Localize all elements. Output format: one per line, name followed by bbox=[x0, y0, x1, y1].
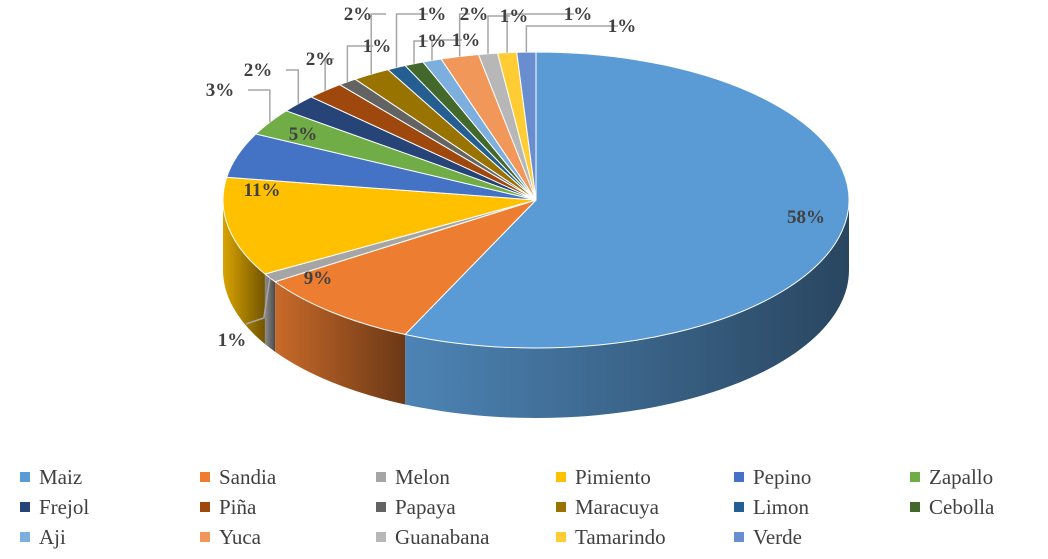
data-label-limon: 1% bbox=[418, 4, 447, 25]
legend-item-frejol: Frejol bbox=[20, 492, 89, 522]
legend-label: Sandia bbox=[219, 464, 277, 489]
leader-line bbox=[525, 25, 618, 53]
legend-label: Pepino bbox=[753, 464, 812, 489]
legend-swatch bbox=[20, 532, 30, 542]
pie-side-sandia bbox=[275, 281, 406, 405]
legend-label: Melon bbox=[395, 464, 450, 489]
legend-label: Papaya bbox=[395, 494, 456, 519]
data-label-melon: 1% bbox=[218, 330, 247, 351]
leader-line bbox=[324, 58, 334, 91]
pie-side-pimiento bbox=[223, 200, 265, 344]
legend-swatch bbox=[734, 502, 744, 512]
legend-label: Pimiento bbox=[575, 464, 651, 489]
legend-item-aji: Aji bbox=[20, 522, 66, 552]
legend-item-verde: Verde bbox=[734, 522, 802, 552]
legend-item-piña: Piña bbox=[200, 492, 256, 522]
leader-line bbox=[346, 45, 373, 82]
pie-slices bbox=[222, 51, 850, 349]
leader-line bbox=[286, 69, 300, 104]
leader-line bbox=[245, 277, 271, 325]
data-label-cebolla: 1% bbox=[418, 31, 447, 52]
legend-label: Aji bbox=[39, 524, 66, 549]
data-label-papaya: 1% bbox=[363, 36, 392, 57]
data-labels: 58%9%1%11%5%3%2%2%1%2% 1%1% 1%2% 1% 1%1% bbox=[206, 4, 825, 351]
legend-item-limon: Limon bbox=[734, 492, 809, 522]
legend-item-papaya: Papaya bbox=[376, 492, 456, 522]
data-label-frejol: 2% bbox=[244, 60, 273, 81]
legend-swatch bbox=[376, 502, 386, 512]
legend-item-guanabana: Guanabana bbox=[376, 522, 489, 552]
leader-line bbox=[487, 15, 510, 54]
legend-swatch bbox=[376, 472, 386, 482]
leader-line bbox=[506, 13, 574, 53]
leader-line bbox=[458, 13, 470, 57]
leader-line bbox=[248, 89, 271, 123]
legend-swatch bbox=[734, 472, 744, 482]
data-label-pimiento: 11% bbox=[244, 180, 281, 201]
legend-item-melon: Melon bbox=[376, 462, 450, 492]
legend-label: Cebolla bbox=[929, 494, 995, 519]
legend-swatch bbox=[200, 532, 210, 542]
legend-label: Yuca bbox=[219, 524, 261, 549]
data-label-maiz: 58% bbox=[787, 207, 825, 228]
legend-item-maiz: Maiz bbox=[20, 462, 82, 492]
data-label-maracuya: 2% bbox=[344, 4, 373, 25]
leader-line bbox=[370, 13, 386, 75]
legend-item-cebolla: Cebolla bbox=[910, 492, 994, 522]
legend-swatch bbox=[376, 532, 386, 542]
legend-swatch bbox=[556, 472, 566, 482]
data-label-guanabana: 1% bbox=[500, 6, 529, 27]
legend-swatch bbox=[200, 502, 210, 512]
legend-item-yuca: Yuca bbox=[200, 522, 261, 552]
leader-lines bbox=[245, 13, 618, 325]
data-label-verde: 1% bbox=[608, 16, 637, 37]
legend-swatch bbox=[910, 472, 920, 482]
legend-label: Verde bbox=[753, 524, 802, 549]
legend-label: Frejol bbox=[39, 494, 90, 519]
legend-label: Piña bbox=[219, 494, 257, 519]
legend-item-maracuya: Maracuya bbox=[556, 492, 659, 522]
legend-label: Limon bbox=[753, 494, 809, 519]
legend-swatch bbox=[20, 502, 30, 512]
pie-slice-pimiento bbox=[222, 176, 537, 275]
data-label-tamarindo: 1% bbox=[564, 4, 593, 25]
legend-swatch bbox=[556, 502, 566, 512]
leader-line bbox=[395, 13, 428, 68]
data-label-pepino: 5% bbox=[289, 124, 318, 145]
pie-side-maiz bbox=[405, 200, 849, 418]
legend-swatch bbox=[556, 532, 566, 542]
legend: Maiz Sandia Melon Pimiento Pepino Zapallo Frej… bbox=[0, 460, 1048, 555]
data-label-yuca: 2% bbox=[460, 4, 489, 25]
legend-item-tamarindo: Tamarindo bbox=[556, 522, 666, 552]
legend-item-sandia: Sandia bbox=[200, 462, 276, 492]
data-label-sandia: 9% bbox=[304, 268, 333, 289]
legend-label: Zapallo bbox=[929, 464, 994, 489]
leader-line bbox=[413, 40, 428, 64]
legend-label: Guanabana bbox=[395, 524, 490, 549]
leader-line bbox=[431, 39, 462, 61]
pie-slice-maiz bbox=[404, 51, 850, 349]
legend-label: Tamarindo bbox=[575, 524, 666, 549]
data-label-aji: 1% bbox=[452, 30, 481, 51]
data-label-piña: 2% bbox=[306, 49, 335, 70]
legend-swatch bbox=[200, 472, 210, 482]
legend-label: Maiz bbox=[39, 464, 83, 489]
legend-swatch bbox=[734, 532, 744, 542]
data-label-zapallo: 3% bbox=[206, 80, 235, 101]
legend-swatch bbox=[910, 502, 920, 512]
pie-side-melon bbox=[264, 274, 276, 352]
pie-chart: 58%9%1%11%5%3%2%2%1%2% 1%1% 1%2% 1% 1%1% bbox=[206, 4, 850, 418]
legend-label: Maracuya bbox=[575, 494, 659, 519]
legend-item-pepino: Pepino bbox=[734, 462, 811, 492]
pie-slice-sandia bbox=[273, 199, 537, 336]
legend-item-zapallo: Zapallo bbox=[910, 462, 993, 492]
legend-swatch bbox=[20, 472, 30, 482]
legend-item-pimiento: Pimiento bbox=[556, 462, 651, 492]
